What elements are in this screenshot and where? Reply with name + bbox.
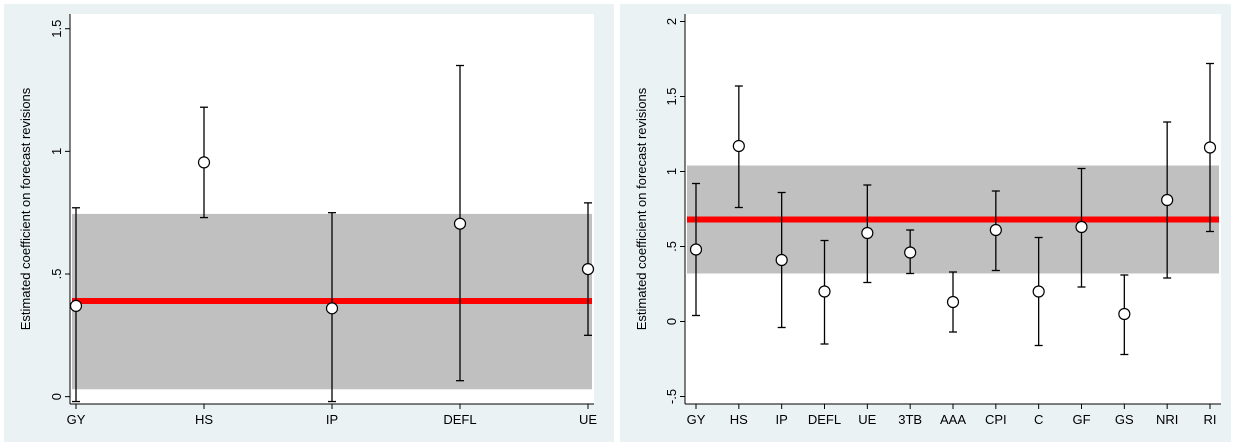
chart0-point [581,262,595,276]
chart0-point [69,299,83,312]
chart1-y-tick-label: -.5 [664,389,679,404]
chart1-y-tick-label: 1 [664,168,679,175]
chart1-y-tick-label: 2 [664,18,679,25]
chart1-x-tick-label: IP [776,412,788,427]
chart1-y-axis-title: Estimated coefficient on forecast revisi… [634,87,649,330]
chart1-x-tick-label: AAA [940,412,966,427]
chart1-point [989,223,1002,237]
chart1-point [689,243,703,256]
chart0-x-tick-label: DEFL [443,412,476,427]
chart1-x-tick-label: HS [730,412,748,427]
chart1-x-tick-label: UE [858,412,876,427]
left-chart-svg: 0 .5 1 1.5 Estimated coefficient on forecast… [18,14,597,427]
chart1-point [904,246,917,259]
chart0-y-tick-label: 0 [49,393,64,400]
right-chart-panel: -.5 0 .5 1 1.5 2 Estimated coefficient on fore… [620,4,1231,442]
left-chart-panel: 0 .5 1 1.5 Estimated coefficient on forecast… [4,4,614,442]
chart1-point [1118,307,1131,321]
chart1-point [818,285,831,298]
chart1-x-tick-label: C [1034,412,1043,427]
chart0-point [453,217,467,230]
chart0-y-tick-label: 1.5 [49,20,64,38]
chart0-y-tick-label: .5 [49,269,64,280]
chart1-point [775,253,788,267]
chart1-point [861,226,874,240]
chart1-x-tick-label: NRI [1156,412,1178,427]
chart0-y-tick-label: 1 [49,148,64,155]
chart1-x-tick-label: CPI [985,412,1007,427]
chart1-x-tick-label: GY [687,412,706,427]
chart0-x-tick-label: UE [579,412,597,427]
chart1-x-tick-label: GS [1115,412,1134,427]
chart0-x-tick-label: HS [195,412,213,427]
chart1-x-tick-label: DEFL [808,412,841,427]
chart1-point [1203,141,1217,154]
chart0-x-tick-label: IP [326,412,338,427]
chart1-x-tick-label: GF [1072,412,1090,427]
right-chart-svg: -.5 0 .5 1 1.5 2 Estimated coefficient on fore… [634,14,1221,427]
chart1-point [732,139,745,153]
chart0-y-axis-title: Estimated coefficient on forecast revisi… [18,87,33,330]
chart0-point [325,302,339,315]
chart1-y-tick-label: 0 [664,318,679,325]
chart1-x-tick-label: RI [1204,412,1217,427]
chart1-x-tick-label: 3TB [898,412,922,427]
chart1-point [1032,285,1045,298]
chart1-point [1161,193,1174,207]
chart0-x-tick-label: GY [67,412,86,427]
chart1-y-tick-label: 1.5 [664,87,679,105]
chart1-point [946,295,960,309]
chart1-y-tick-label: .5 [664,241,679,252]
chart1-point [1075,220,1088,234]
chart0-point [197,156,211,169]
